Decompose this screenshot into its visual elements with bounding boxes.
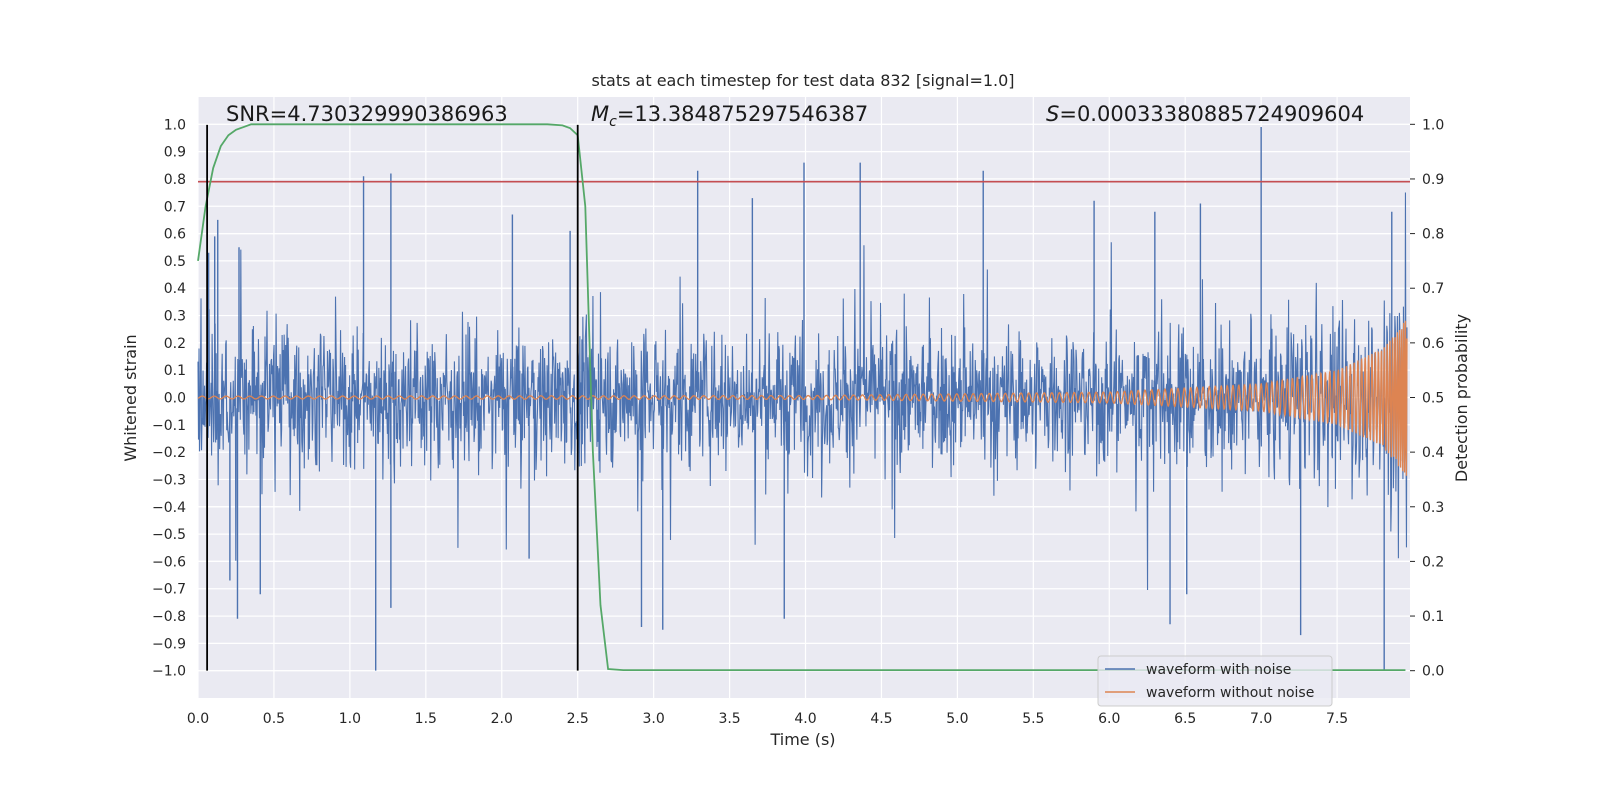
y-tick-label: 0.5 xyxy=(164,254,186,270)
y-tick-label: −0.3 xyxy=(152,472,186,488)
y-tick-label: −0.7 xyxy=(152,582,186,598)
y-tick-label: −0.4 xyxy=(152,500,186,516)
y2-tick-label: 0.6 xyxy=(1422,336,1444,352)
chirp-mass-subscript: c xyxy=(609,114,617,130)
y-tick-label: 0.1 xyxy=(164,363,186,379)
s-symbol: S xyxy=(1046,102,1059,126)
y2-tick-label: 0.8 xyxy=(1422,227,1444,243)
x-tick-label: 6.0 xyxy=(1098,711,1120,727)
vertical-markers xyxy=(206,124,579,671)
y2-tick-label: 0.2 xyxy=(1422,554,1444,570)
y-tick-label: 0.3 xyxy=(164,309,186,325)
series-waveform-with-noise xyxy=(197,127,1408,671)
x-tick-label: 0.5 xyxy=(263,711,285,727)
y2-tick-label: 0.1 xyxy=(1422,609,1444,625)
x-tick-label: 3.0 xyxy=(643,711,665,727)
x-tick-label: 2.0 xyxy=(491,711,513,727)
y-tick-label: 0.9 xyxy=(164,145,186,161)
y-tick-label: −0.6 xyxy=(152,554,186,570)
x-axis-label: Time (s) xyxy=(769,730,835,749)
y-tick-label: −0.5 xyxy=(152,527,186,543)
chirp-mass-annotation: Mc=13.384875297546387 xyxy=(591,102,868,130)
y-axis-label: Whitened strain xyxy=(121,334,140,461)
x-tick-label: 6.5 xyxy=(1174,711,1196,727)
y2-tick-label: 1.0 xyxy=(1422,117,1444,133)
y-tick-label: −0.1 xyxy=(152,418,186,434)
y-tick-label: −0.8 xyxy=(152,609,186,625)
y2-tick-label: 0.3 xyxy=(1422,500,1444,516)
s-annotation: S=0.00033380885724909604 xyxy=(1046,102,1364,126)
y-tick-label: 1.0 xyxy=(164,117,186,133)
y-tick-label: 0.2 xyxy=(164,336,186,352)
series-detection-probability xyxy=(197,123,1406,672)
x-tick-label: 7.0 xyxy=(1250,711,1272,727)
clean-waveform-line xyxy=(197,320,1408,476)
s-value: =0.00033380885724909604 xyxy=(1059,102,1364,126)
x-tick-label: 4.5 xyxy=(870,711,892,727)
x-axis-ticks: 0.0 0.5 1.0 1.5 2.0 2.5 3.0 3.5 4.0 4.5 5.0 5.5 6.0 6… xyxy=(187,711,1348,727)
y2-axis-ticks: 1.0 0.9 0.8 0.7 0.6 0.5 0.4 0.3 0.2 0.1 0.0 xyxy=(1410,117,1444,680)
x-tick-label: 5.5 xyxy=(1022,711,1044,727)
y2-tick-label: 0.0 xyxy=(1422,664,1444,680)
y-tick-label: −0.2 xyxy=(152,445,186,461)
x-tick-label: 2.5 xyxy=(567,711,589,727)
chart-title: stats at each timestep for test data 832… xyxy=(591,71,1014,90)
y2-axis-label: Detection probability xyxy=(1452,314,1471,482)
y-tick-label: −0.9 xyxy=(152,636,186,652)
x-tick-label: 1.0 xyxy=(339,711,361,727)
legend-box xyxy=(1097,655,1333,707)
chirp-mass-value: =13.384875297546387 xyxy=(617,102,868,126)
y-tick-label: 0.8 xyxy=(164,172,186,188)
legend: waveform with noise waveform without noi… xyxy=(1097,655,1333,707)
y-tick-label: 0.7 xyxy=(164,199,186,215)
legend-label-clean: waveform without noise xyxy=(1146,685,1314,701)
y-tick-label: 0.0 xyxy=(164,391,186,407)
x-tick-label: 1.5 xyxy=(415,711,437,727)
x-tick-label: 3.5 xyxy=(718,711,740,727)
legend-label-noisy: waveform with noise xyxy=(1146,662,1291,678)
y2-tick-label: 0.5 xyxy=(1422,391,1444,407)
chirp-mass-symbol: M xyxy=(591,102,609,126)
y-tick-label: 0.6 xyxy=(164,227,186,243)
probability-line xyxy=(197,123,1406,672)
y-tick-label: 0.4 xyxy=(164,281,186,297)
noisy-waveform-line xyxy=(197,192,1408,591)
x-tick-label: 7.5 xyxy=(1326,711,1348,727)
y-tick-label: −1.0 xyxy=(152,664,186,680)
x-tick-label: 0.0 xyxy=(187,711,209,727)
series-waveform-without-noise xyxy=(197,320,1408,476)
y2-tick-label: 0.9 xyxy=(1422,172,1444,188)
x-tick-label: 5.0 xyxy=(946,711,968,727)
y2-tick-label: 0.7 xyxy=(1422,281,1444,297)
snr-annotation: SNR=4.730329990386963 xyxy=(226,102,508,126)
x-tick-label: 4.0 xyxy=(794,711,816,727)
y2-tick-label: 0.4 xyxy=(1422,445,1444,461)
y-axis-ticks: 1.0 0.9 0.8 0.7 0.6 0.5 0.4 0.3 0.2 0.1 0.0 −0.1 −0.… xyxy=(152,117,186,679)
